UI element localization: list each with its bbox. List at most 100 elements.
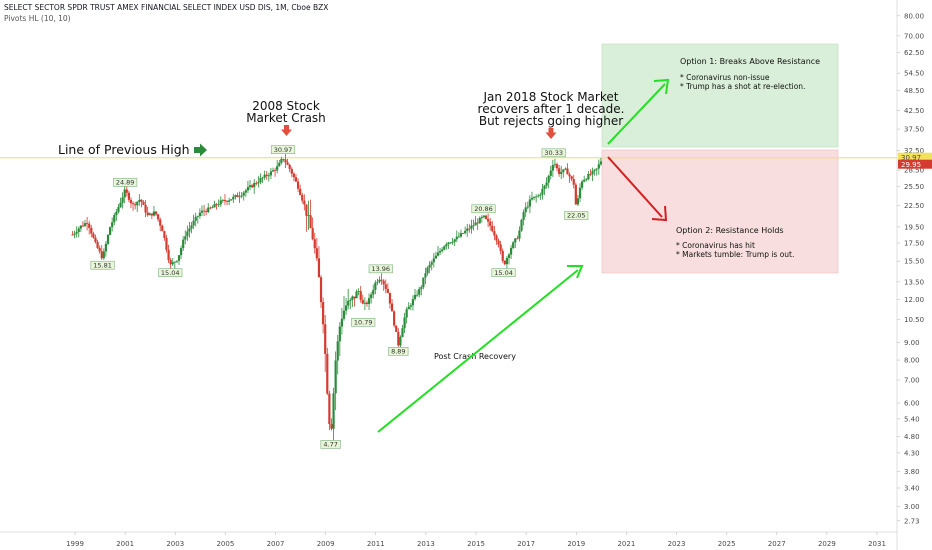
candle-body <box>599 161 602 165</box>
candle <box>409 303 412 311</box>
candle-body <box>319 277 323 303</box>
y-tick-label: 12.00 <box>904 296 924 304</box>
candle-body <box>190 225 193 229</box>
candle <box>234 194 237 200</box>
candle <box>484 214 488 220</box>
candle <box>595 168 598 176</box>
candle-body <box>524 207 527 213</box>
candle-body <box>470 225 473 229</box>
candle-body <box>324 324 327 354</box>
candle <box>334 351 337 411</box>
candle-body <box>560 172 563 174</box>
candle-body <box>340 318 344 327</box>
candle-body <box>539 194 542 196</box>
candle <box>351 295 354 308</box>
candle-body <box>265 174 268 176</box>
candle-body <box>202 210 206 212</box>
candle <box>376 278 379 286</box>
pivot-box <box>113 178 138 187</box>
candle <box>416 290 419 297</box>
candle-body <box>246 187 250 191</box>
candle-body <box>81 225 85 227</box>
last-price-label: 29.95 <box>901 161 921 169</box>
y-tick-label: 19.50 <box>904 223 924 231</box>
candle-body <box>94 237 97 242</box>
candle <box>83 219 87 228</box>
candle-body <box>420 287 423 289</box>
option2-box <box>601 149 839 274</box>
candle <box>328 390 331 431</box>
candle-body <box>411 299 415 306</box>
candle <box>309 199 312 229</box>
pivot-low: 10.79 <box>351 318 376 327</box>
candle-body <box>211 207 214 209</box>
candle <box>123 183 126 204</box>
pivot-box <box>90 260 115 270</box>
x-tick-label: 2021 <box>617 540 635 548</box>
candle <box>150 213 153 220</box>
y-tick-label: 6.00 <box>904 400 920 408</box>
candle-body <box>236 195 239 197</box>
candle <box>209 206 212 210</box>
pivot-box <box>320 440 341 449</box>
candle-body <box>259 178 262 183</box>
candle-body <box>353 296 356 299</box>
candle-body <box>426 267 429 274</box>
candle-body <box>140 199 143 202</box>
candle <box>280 156 283 165</box>
candle <box>221 198 224 203</box>
candle <box>576 194 580 207</box>
candle-body <box>443 246 446 250</box>
candle-body <box>438 250 442 253</box>
candle <box>470 219 473 234</box>
candle-body <box>474 222 477 226</box>
candle-body <box>131 203 135 205</box>
candle <box>278 159 281 167</box>
candle <box>125 185 128 197</box>
pivot-box <box>351 318 376 327</box>
candle-body <box>516 238 519 240</box>
candle-body <box>136 201 139 206</box>
candle <box>397 328 400 350</box>
pivot-low: 15.04 <box>491 268 516 277</box>
candle-body <box>399 336 402 346</box>
candle <box>336 335 339 375</box>
candle <box>355 289 358 299</box>
candle-body <box>455 236 458 240</box>
candle-body <box>309 215 312 229</box>
candle <box>580 179 584 191</box>
y-tick-label: 22.50 <box>904 202 924 210</box>
candle-body <box>363 302 366 304</box>
candle-body <box>418 288 421 295</box>
candle-body <box>311 228 314 240</box>
recovery-label: Post Crash Recovery <box>434 352 516 361</box>
candle <box>265 171 268 180</box>
x-tick-label: 2029 <box>818 540 836 548</box>
candle <box>240 191 243 199</box>
candle <box>313 232 316 254</box>
candle-body <box>165 238 168 250</box>
y-tick-label: 3.40 <box>904 484 920 492</box>
candle-body <box>102 251 105 259</box>
candle-body <box>568 174 571 177</box>
candle-body <box>207 207 210 213</box>
candle-body <box>549 170 552 176</box>
candle-body <box>330 424 333 429</box>
candle-body <box>288 164 291 169</box>
candle-body <box>334 360 337 394</box>
candle <box>509 245 513 259</box>
y-tick-label: 10.50 <box>904 316 924 324</box>
candle-body <box>173 261 176 263</box>
candle-body <box>528 199 531 207</box>
candle-body <box>213 204 216 208</box>
candle-body <box>545 182 548 186</box>
candle-body <box>547 175 550 183</box>
candle-body <box>232 196 235 200</box>
candle <box>319 275 323 309</box>
candle <box>251 183 254 189</box>
candle-body <box>157 214 160 220</box>
candle-body <box>217 204 220 206</box>
y-tick-label: 9.00 <box>904 339 920 347</box>
candle-body <box>257 182 260 184</box>
